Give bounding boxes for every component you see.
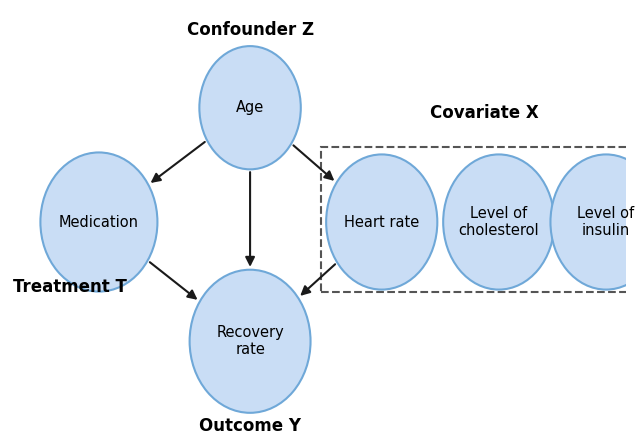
Ellipse shape <box>326 154 437 290</box>
Text: Confounder Z: Confounder Z <box>186 21 314 39</box>
Text: Treatment T: Treatment T <box>13 278 127 295</box>
Bar <box>321 148 634 291</box>
Text: Medication: Medication <box>59 215 139 229</box>
Ellipse shape <box>40 152 157 291</box>
Text: Level of
cholesterol: Level of cholesterol <box>458 206 539 238</box>
Text: Age: Age <box>236 100 264 115</box>
Text: Recovery
rate: Recovery rate <box>216 325 284 358</box>
Text: Outcome Y: Outcome Y <box>199 417 301 435</box>
Ellipse shape <box>200 46 301 169</box>
Ellipse shape <box>550 154 640 290</box>
Ellipse shape <box>443 154 554 290</box>
Text: Covariate X: Covariate X <box>431 104 540 122</box>
Ellipse shape <box>189 270 310 413</box>
Text: Level of
insulin: Level of insulin <box>577 206 635 238</box>
Text: Heart rate: Heart rate <box>344 215 419 229</box>
